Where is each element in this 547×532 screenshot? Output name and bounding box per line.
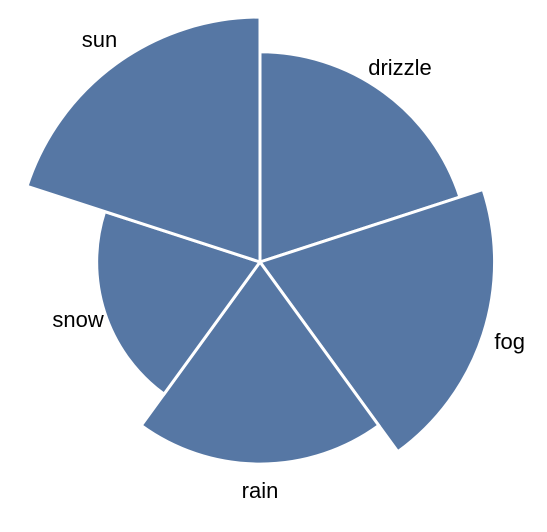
slice-label-sun: sun [82,27,117,52]
slice-label-fog: fog [494,329,525,354]
slice-label-snow: snow [52,307,103,332]
slices-layer [27,17,495,464]
slice-label-rain: rain [242,478,279,503]
slice-sun[interactable] [27,17,260,262]
slice-label-drizzle: drizzle [368,55,432,80]
